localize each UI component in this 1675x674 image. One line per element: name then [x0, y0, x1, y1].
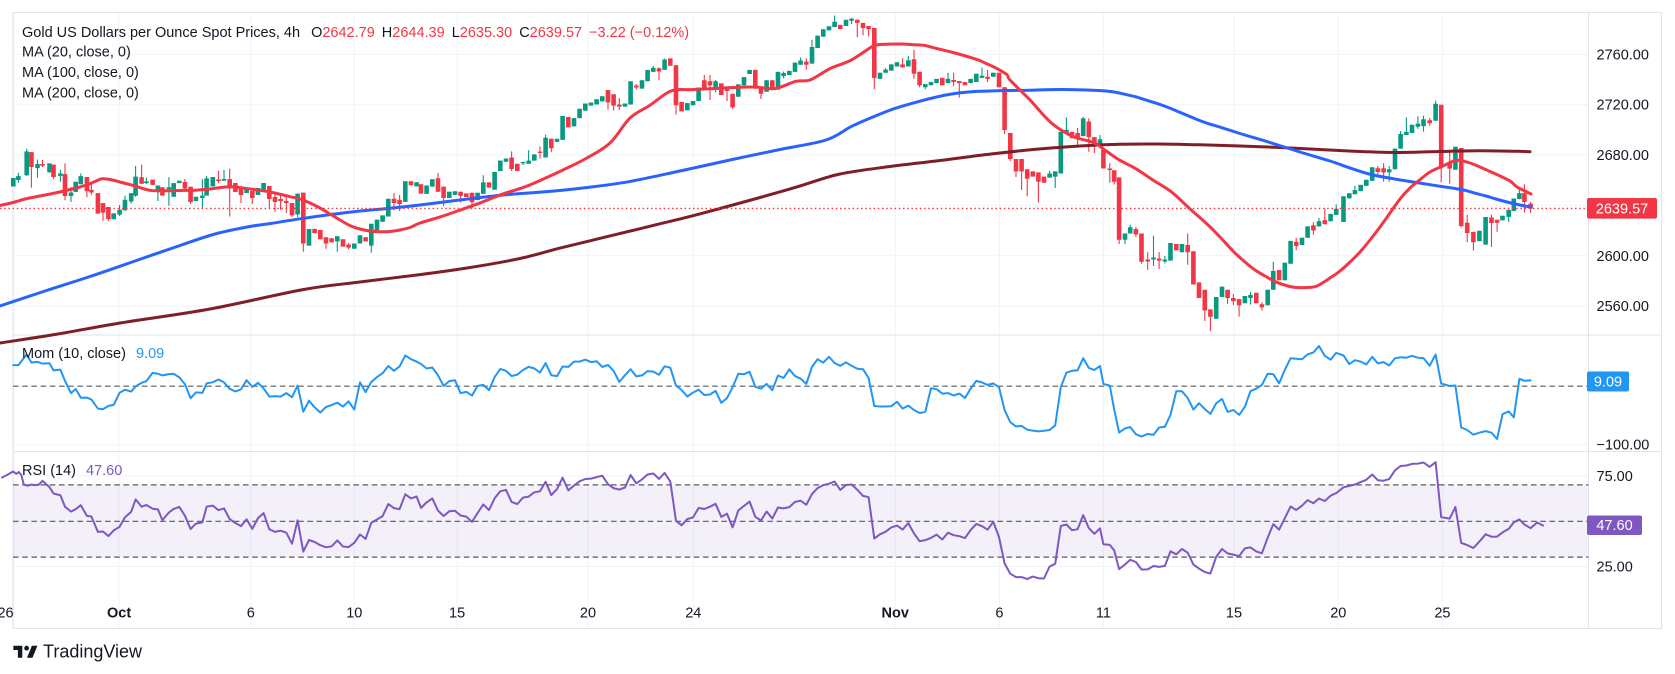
svg-text:2600.00: 2600.00	[1597, 249, 1649, 265]
svg-text:−100.00: −100.00	[1597, 438, 1650, 454]
svg-text:Gold US Dollars per Ounce Spot: Gold US Dollars per Ounce Spot Prices, 4…	[22, 25, 689, 41]
svg-text:2720.00: 2720.00	[1597, 98, 1649, 114]
svg-text:15: 15	[449, 606, 465, 622]
svg-text:2680.00: 2680.00	[1597, 148, 1649, 164]
svg-text:2760.00: 2760.00	[1597, 47, 1649, 63]
svg-text:10: 10	[346, 606, 362, 622]
svg-text:Oct: Oct	[107, 606, 131, 622]
svg-text:24: 24	[685, 606, 701, 622]
svg-text:20: 20	[1330, 606, 1346, 622]
svg-text:26: 26	[0, 606, 14, 622]
svg-text:15: 15	[1226, 606, 1242, 622]
svg-text:Nov: Nov	[881, 606, 908, 622]
svg-text:TradingView: TradingView	[43, 642, 143, 662]
svg-text:RSI (14) 47.60: RSI (14) 47.60	[22, 463, 122, 479]
svg-text:MA (20, close, 0): MA (20, close, 0)	[22, 45, 131, 61]
svg-text:9.09: 9.09	[1594, 374, 1622, 390]
svg-text:11: 11	[1096, 606, 1111, 622]
svg-text:MA (100, close, 0): MA (100, close, 0)	[22, 65, 139, 81]
svg-text:47.60: 47.60	[1596, 518, 1632, 534]
svg-text:2560.00: 2560.00	[1597, 299, 1649, 315]
svg-text:Mom (10, close) 9.09: Mom (10, close) 9.09	[22, 346, 164, 362]
svg-text:6: 6	[247, 606, 255, 622]
svg-text:20: 20	[580, 606, 596, 622]
svg-text:2639.57: 2639.57	[1596, 201, 1648, 217]
svg-text:75.00: 75.00	[1597, 469, 1633, 485]
svg-text:MA (200, close, 0): MA (200, close, 0)	[22, 86, 139, 102]
svg-text:25: 25	[1434, 606, 1450, 622]
svg-text:25.00: 25.00	[1597, 560, 1633, 576]
svg-text:6: 6	[995, 606, 1003, 622]
